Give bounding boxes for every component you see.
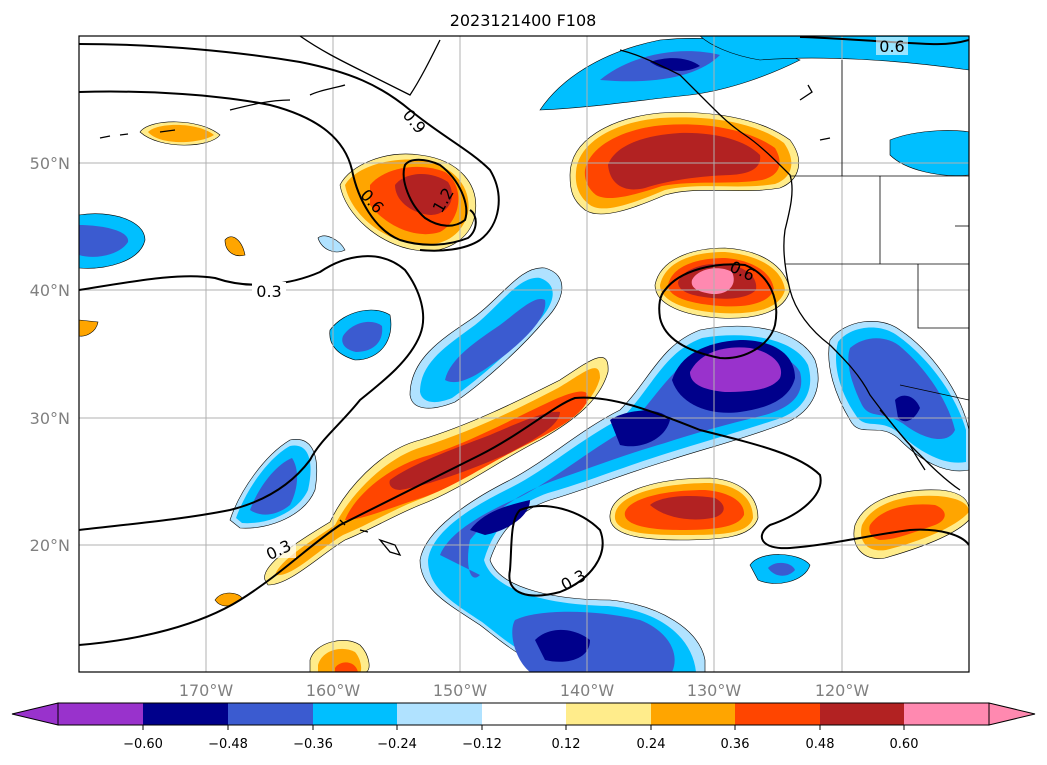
colorbar-segment xyxy=(397,703,482,725)
colorbar-tick-label: 0.60 xyxy=(890,737,919,752)
colorbar-tick-label: 0.36 xyxy=(721,737,750,752)
lon-label: 150°W xyxy=(433,681,488,700)
contour-1.2 xyxy=(402,158,468,227)
contour-0.6-top xyxy=(799,36,969,46)
colorbar-segment xyxy=(482,703,566,725)
lon-labels: 170°W 160°W 150°W 140°W 130°W 120°W xyxy=(179,681,870,700)
lat-label: 30°N xyxy=(30,409,70,428)
colorbar-tick-label: −0.36 xyxy=(293,737,333,752)
colorbar-tick-label: −0.12 xyxy=(462,737,502,752)
colorbar-tick-label: 0.48 xyxy=(806,737,835,752)
lat-labels: 50°N 40°N 30°N 20°N xyxy=(30,154,70,555)
colorbar-segment xyxy=(820,703,904,725)
colorbar-segment xyxy=(313,703,397,725)
colorbar-tick-label: 0.12 xyxy=(552,737,581,752)
coastlines xyxy=(99,36,961,557)
map-frame xyxy=(78,35,970,673)
contour-0.3-loop xyxy=(508,505,604,597)
lon-label: 130°W xyxy=(687,681,742,700)
colorbar: −0.60 −0.48 −0.36 −0.24 −0.12 0.12 0.24 … xyxy=(11,702,1036,752)
contour-0.6 xyxy=(79,90,477,246)
contour-0.3-lower xyxy=(79,396,969,646)
lon-label: 120°W xyxy=(815,681,870,700)
lat-label: 50°N xyxy=(30,154,70,173)
contour-lines xyxy=(79,36,969,646)
colorbar-tick-label: −0.24 xyxy=(377,737,417,752)
contour-label: 0.6 xyxy=(879,37,904,56)
colorbar-extend-right xyxy=(988,702,1036,726)
colorbar-segment xyxy=(651,703,735,725)
colorbar-segment xyxy=(566,703,651,725)
map-title: 2023121400 F108 xyxy=(450,11,597,30)
colorbar-tick-label: −0.60 xyxy=(123,737,163,752)
lon-label: 170°W xyxy=(179,681,234,700)
colorbar-segment xyxy=(904,703,989,725)
colorbar-segment xyxy=(58,703,143,725)
lon-label: 160°W xyxy=(306,681,361,700)
borders xyxy=(785,60,969,401)
colorbar-extend-left xyxy=(11,702,59,726)
colorbar-segment xyxy=(143,703,228,725)
colorbar-tick-label: 0.24 xyxy=(637,737,666,752)
contour-0.6-east xyxy=(658,263,778,360)
shaded-fields xyxy=(79,36,969,672)
lat-label: 40°N xyxy=(30,281,70,300)
colorbar-segment xyxy=(228,703,313,725)
contour-label: 0.3 xyxy=(256,282,281,301)
contour-0.3-left xyxy=(79,255,425,531)
colorbar-segment xyxy=(735,703,820,725)
lat-label: 20°N xyxy=(30,536,70,555)
contour-0.9 xyxy=(79,43,500,252)
colorbar-tick-label: −0.48 xyxy=(208,737,248,752)
lon-label: 140°W xyxy=(560,681,615,700)
map-area: 0.6 0.9 0.6 1.2 0.3 0.6 0.3 0.3 xyxy=(79,36,969,672)
